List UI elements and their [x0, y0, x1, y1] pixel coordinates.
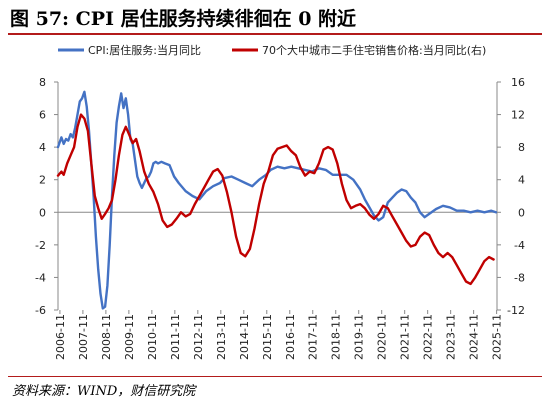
x-tick-label: 2023-11 [445, 314, 458, 360]
line-chart: CPI:居住服务:当月同比 70个大中城市二手住宅销售价格:当月同比(右) -6-… [35, 43, 525, 360]
legend-label: 70个大中城市二手住宅销售价格:当月同比(右) [262, 43, 486, 57]
series-line-secondhand-house-price [56, 113, 495, 286]
figure-title: 图 57: CPI 居住服务持续徘徊在 0 附近 [10, 8, 357, 30]
left-tick-label: 6 [39, 109, 46, 122]
x-tick-label: 2016-11 [284, 314, 297, 360]
left-tick-label: -4 [35, 271, 46, 284]
x-tick-label: 2017-11 [307, 314, 320, 360]
left-tick-label: 0 [39, 206, 46, 219]
source-note: 资料来源：WIND，财信研究院 [12, 384, 196, 399]
x-tick-label: 2008-11 [100, 314, 113, 360]
x-tick-label: 2015-11 [261, 314, 274, 360]
right-tick-label: 0 [518, 206, 525, 219]
x-tick-label: 2010-11 [146, 314, 159, 360]
x-tick-label: 2006-11 [54, 314, 67, 360]
left-tick-label: 8 [39, 76, 46, 89]
title-divider [8, 33, 542, 35]
left-tick-label: -6 [35, 304, 46, 317]
left-tick-label: -2 [35, 239, 46, 252]
chart-axes: -6 -4 -2 0 2 4 6 8 -12 -8 -4 0 4 8 12 16 2006-11 2007-11 2… [35, 76, 525, 360]
right-tick-label: -4 [514, 239, 525, 252]
left-tick-label: 4 [39, 141, 46, 154]
x-tick-label: 2011-11 [169, 314, 182, 360]
right-tick-label: 8 [518, 141, 525, 154]
x-tick-label: 2021-11 [399, 314, 412, 360]
x-tick-label: 2009-11 [123, 314, 136, 360]
figure-title-bar: 图 57: CPI 居住服务持续徘徊在 0 附近 [8, 2, 542, 35]
x-tick-label: 2020-11 [376, 314, 389, 360]
right-tick-label: 16 [511, 76, 525, 89]
right-tick-label: 12 [511, 109, 525, 122]
series-line-cpi-housing [56, 90, 498, 310]
right-tick-label: -8 [514, 271, 525, 284]
legend-label: CPI:居住服务:当月同比 [88, 43, 201, 57]
x-tick-label: 2013-11 [215, 314, 228, 360]
left-tick-label: 2 [39, 174, 46, 187]
chart-legend: CPI:居住服务:当月同比 70个大中城市二手住宅销售价格:当月同比(右) [58, 43, 486, 57]
right-tick-label: 4 [518, 174, 525, 187]
x-tick-label: 2022-11 [422, 314, 435, 360]
source-divider [8, 376, 542, 377]
x-tick-label: 2018-11 [330, 314, 343, 360]
x-tick-label: 2012-11 [192, 314, 205, 360]
x-tick-label: 2019-11 [353, 314, 366, 360]
x-tick-label: 2025-11 [491, 314, 504, 360]
x-tick-label: 2007-11 [77, 314, 90, 360]
chart-series [56, 90, 498, 310]
x-tick-label: 2024-11 [468, 314, 481, 360]
x-tick-label: 2014-11 [238, 314, 251, 360]
right-tick-label: -12 [507, 304, 525, 317]
